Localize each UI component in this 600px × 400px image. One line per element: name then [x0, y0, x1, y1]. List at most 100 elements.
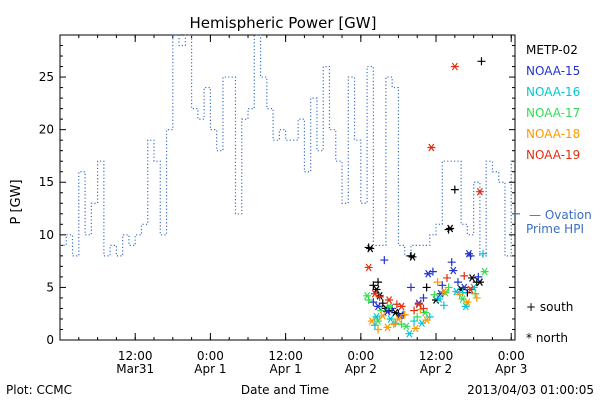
y-tick-label: 15	[39, 175, 54, 189]
south-point	[430, 290, 439, 299]
south-point	[479, 249, 488, 258]
north-point	[414, 299, 423, 308]
legend-ovation-line2: Prime HPI	[526, 222, 584, 236]
legend-item-metp-02: METP-02	[526, 43, 578, 57]
x-tick-label: Apr 1	[270, 362, 302, 376]
north-point	[366, 244, 375, 253]
x-tick-label: Apr 2	[420, 362, 452, 376]
satellite-legend: METP-02 NOAA-15 NOAA-16 NOAA-17 NOAA-18 NOAA-…	[512, 43, 580, 215]
north-point	[446, 224, 455, 233]
south-point	[370, 321, 379, 330]
south-point	[389, 320, 398, 329]
north-point	[422, 316, 431, 324]
south-point	[380, 256, 389, 265]
timestamp: 2013/04/03 01:00:05	[467, 383, 594, 397]
legend-item-noaa-15: NOAA-15	[526, 64, 580, 78]
x-tick-label: Mar31	[116, 362, 154, 376]
south-point	[419, 304, 428, 313]
x-tick-label: 12:00	[419, 349, 454, 363]
south-point	[419, 293, 428, 302]
south-point	[471, 289, 480, 298]
plot-credit: Plot: CCMC	[6, 383, 72, 397]
south-point	[433, 278, 442, 287]
north-point	[385, 296, 394, 304]
legend-north: * north	[526, 331, 568, 345]
legend-item-noaa-17: NOAA-17	[526, 106, 580, 120]
ovation-hpi-line	[60, 34, 515, 257]
south-point	[474, 272, 483, 281]
north-point	[385, 302, 394, 311]
north-point	[414, 300, 423, 309]
series-layer	[60, 34, 515, 338]
south-point	[400, 310, 409, 319]
south-point	[455, 290, 464, 299]
north-point	[411, 324, 420, 333]
south-point	[413, 312, 422, 321]
y-tick-label: 0	[46, 333, 54, 347]
chart-title: Hemispheric Power [GW]	[190, 14, 377, 32]
north-point	[383, 307, 392, 316]
north-point	[439, 287, 448, 296]
plot-frame	[59, 34, 516, 341]
north-point	[461, 302, 470, 311]
series-metp-02	[364, 57, 486, 318]
y-axis-label: P [GW]	[9, 179, 24, 224]
north-point	[463, 298, 472, 306]
north-point	[383, 323, 392, 332]
x-tick-label: Apr 2	[345, 362, 377, 376]
south-point	[443, 273, 452, 282]
north-point	[464, 249, 473, 258]
legend-item-noaa-18: NOAA-18	[526, 127, 580, 141]
y-axis: 0 5 10 15 20 25	[39, 34, 515, 347]
y-tick-label: 20	[39, 123, 54, 137]
north-point	[397, 302, 406, 311]
x-axis-label: Date and Time	[241, 383, 329, 397]
south-point	[410, 317, 419, 326]
south-point	[406, 283, 415, 292]
north-point	[405, 329, 414, 338]
north-point	[363, 291, 372, 300]
north-point	[394, 315, 403, 323]
north-point	[424, 269, 433, 278]
series-noaa-17	[363, 267, 489, 331]
north-point	[374, 302, 383, 311]
series-noaa-16	[370, 249, 488, 338]
x-tick-label: Apr 1	[194, 362, 226, 376]
x-tick-label: 0:00	[347, 349, 374, 363]
legend-ovation-line1: — Ovation	[529, 208, 592, 222]
north-point	[386, 315, 395, 323]
north-point	[402, 322, 411, 331]
south-point	[444, 283, 453, 292]
south-point	[391, 319, 400, 328]
legend-south: + south	[526, 300, 573, 314]
south-point	[450, 185, 459, 194]
x-tick-label: 0:00	[498, 349, 525, 363]
north-point	[466, 285, 475, 294]
north-point	[449, 266, 458, 275]
south-point	[374, 278, 383, 287]
north-point	[408, 253, 417, 261]
south-point	[374, 325, 383, 334]
x-tick-label: 12:00	[118, 349, 153, 363]
legend-item-noaa-19: NOAA-19	[526, 148, 580, 162]
x-tick-label: Apr 3	[495, 362, 527, 376]
legend-item-noaa-16: NOAA-16	[526, 85, 580, 99]
north-point	[427, 143, 436, 152]
south-point	[369, 298, 378, 307]
north-point	[468, 274, 477, 282]
north-point	[480, 267, 489, 276]
north-point	[475, 187, 484, 196]
south-point	[410, 306, 419, 315]
x-tick-label: 12:00	[268, 349, 303, 363]
y-tick-label: 10	[39, 228, 54, 242]
south-point	[453, 278, 462, 287]
north-point	[372, 285, 381, 294]
y-tick-label: 5	[46, 280, 54, 294]
north-point	[367, 317, 376, 325]
south-point	[439, 301, 448, 310]
north-point	[364, 263, 373, 272]
north-point	[435, 295, 444, 303]
north-point	[378, 311, 387, 320]
north-point	[450, 62, 459, 71]
south-point	[369, 281, 378, 290]
